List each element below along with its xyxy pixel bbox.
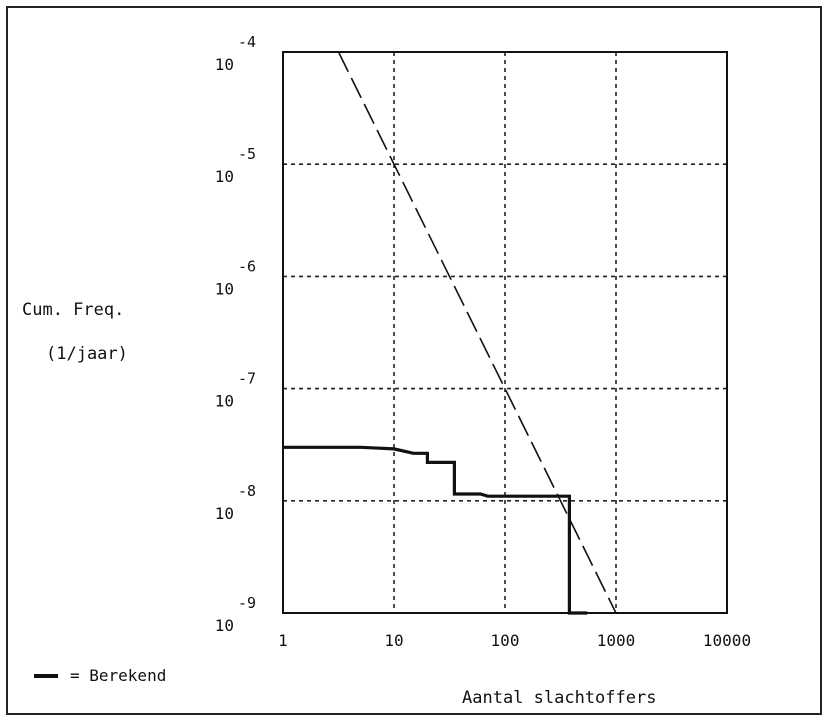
series-solid-line bbox=[283, 445, 588, 615]
x-axis-label: Aantal slachtoffers bbox=[462, 688, 656, 708]
y-axis-label-line1: Cum. Freq. bbox=[22, 300, 124, 320]
y-tick-base-4: 10 bbox=[215, 504, 234, 523]
legend-label: = Berekend bbox=[70, 666, 166, 685]
x-tick-label-0: 1 bbox=[278, 631, 288, 650]
y-tick-base-1: 10 bbox=[215, 167, 234, 186]
x-tick-labels: 1 10 100 1000 10000 bbox=[278, 631, 751, 650]
x-tick-label-1: 10 bbox=[384, 631, 403, 650]
y-tick-exp-5: -9 bbox=[238, 594, 256, 612]
grid-lines bbox=[283, 52, 727, 613]
y-axis-label-line2: (1/jaar) bbox=[46, 344, 128, 364]
y-tick-labels: 10-410-510-610-710-810-9 bbox=[215, 33, 256, 635]
y-tick-exp-1: -5 bbox=[238, 145, 256, 163]
y-tick-label-2: 10-6 bbox=[215, 257, 256, 298]
x-tick-label-4: 10000 bbox=[703, 631, 751, 650]
plot-area bbox=[282, 51, 728, 614]
y-tick-label-5: 10-9 bbox=[215, 594, 256, 635]
chart-frame bbox=[6, 6, 822, 715]
y-tick-label-0: 10-4 bbox=[215, 33, 256, 74]
y-tick-base-0: 10 bbox=[215, 55, 234, 74]
y-tick-exp-2: -6 bbox=[238, 257, 256, 275]
y-tick-base-3: 10 bbox=[215, 392, 234, 411]
y-tick-label-4: 10-8 bbox=[215, 482, 256, 523]
x-tick-label-2: 100 bbox=[491, 631, 520, 650]
y-tick-exp-4: -8 bbox=[238, 482, 256, 500]
y-tick-exp-0: -4 bbox=[238, 33, 256, 51]
y-tick-label-3: 10-7 bbox=[215, 370, 256, 411]
x-tick-label-3: 1000 bbox=[597, 631, 636, 650]
y-tick-base-5: 10 bbox=[215, 616, 234, 635]
y-tick-label-1: 10-5 bbox=[215, 145, 256, 186]
y-tick-exp-3: -7 bbox=[238, 370, 256, 388]
y-tick-base-2: 10 bbox=[215, 279, 234, 298]
series-dashed-line bbox=[337, 51, 617, 614]
series-layer bbox=[283, 51, 617, 615]
